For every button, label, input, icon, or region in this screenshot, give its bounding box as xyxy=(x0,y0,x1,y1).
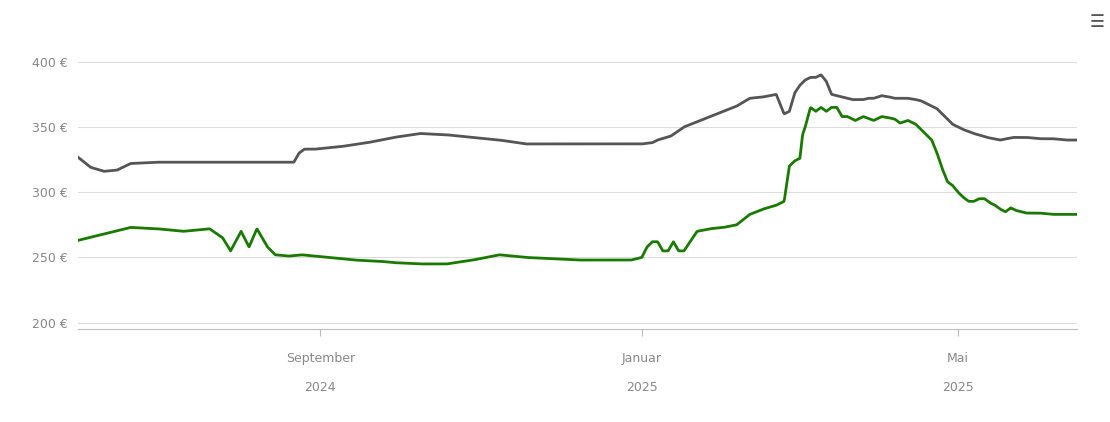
Text: Mai: Mai xyxy=(947,352,969,365)
Text: ☰: ☰ xyxy=(1090,13,1104,31)
Text: 2025: 2025 xyxy=(626,381,657,394)
Text: Januar: Januar xyxy=(622,352,662,365)
Text: 2024: 2024 xyxy=(304,381,336,394)
Text: September: September xyxy=(285,352,355,365)
Text: 2025: 2025 xyxy=(942,381,973,394)
